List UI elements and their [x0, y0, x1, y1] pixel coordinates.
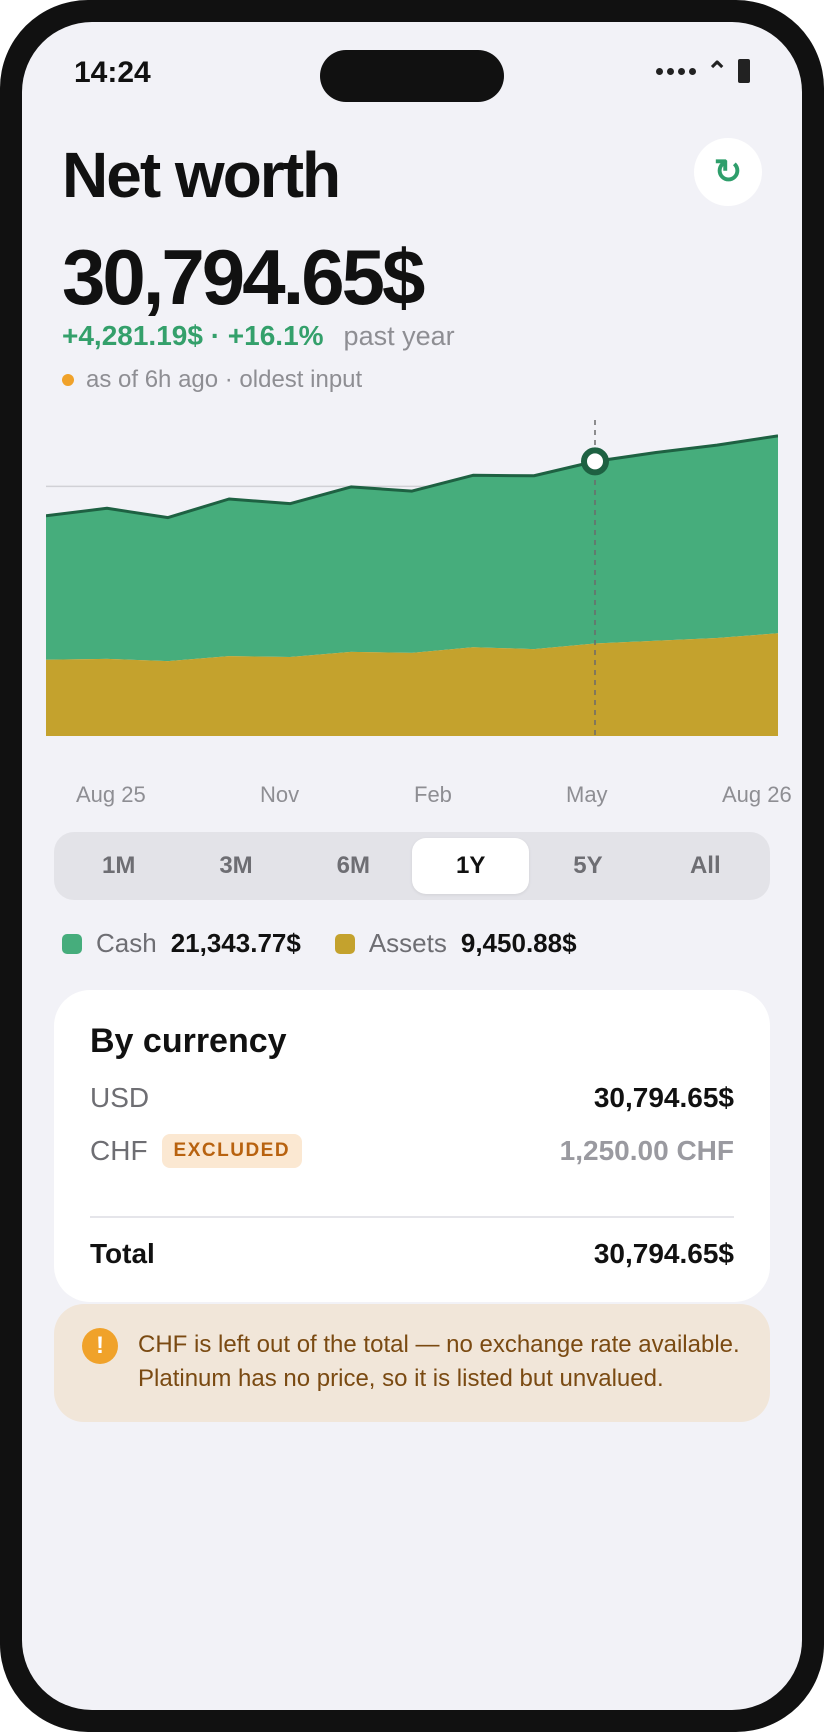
currency-value: 30,794.65$: [593, 1082, 734, 1113]
currency-code: CHF: [90, 1135, 148, 1166]
x-tick-label: Aug 25: [76, 782, 146, 807]
card-title: By currency: [90, 1022, 287, 1060]
range-option-3m[interactable]: 3M: [219, 852, 253, 879]
change-row: +4,281.19$ · +16.1% past year: [62, 320, 455, 352]
screen: 14:24 ⌃ Net worth ↻ 30,794.65$ +4,281.19…: [22, 22, 802, 1710]
x-tick-label: Aug 26: [722, 782, 792, 807]
x-tick-label: Nov: [260, 782, 300, 807]
warning-banner: ! CHF is left out of the total — no exch…: [54, 1304, 770, 1422]
legend-label: Cash: [96, 928, 157, 958]
net-worth-value: 30,794.65$: [62, 233, 425, 321]
change-amount: +4,281.19$ · +16.1%: [62, 320, 324, 351]
total-label: Total: [90, 1238, 155, 1269]
warning-text: CHF is left out of the total — no exchan…: [138, 1331, 740, 1392]
change-period: past year: [343, 321, 455, 351]
chart-legend: Cash 21,343.77$ Assets 9,450.88$: [62, 928, 611, 959]
dynamic-island: [320, 50, 504, 102]
status-time: 14:24: [74, 56, 151, 89]
time-range-selector: 1M 3M 6M 1Y 5Y All: [54, 832, 770, 900]
legend-swatch: [334, 933, 355, 954]
net-worth-chart[interactable]: [46, 420, 778, 736]
excluded-badge: EXCLUDED: [161, 1134, 303, 1168]
legend-label: Assets: [368, 928, 447, 958]
range-option-6m[interactable]: 6M: [336, 852, 370, 879]
range-option-1m[interactable]: 1M: [101, 852, 136, 879]
legend-item-assets: Assets 9,450.88$: [334, 928, 577, 959]
range-option-all[interactable]: All: [689, 852, 721, 879]
range-option-1y[interactable]: 1Y: [411, 838, 530, 894]
currency-row-chf: CHF EXCLUDED 1,250.00 CHF: [90, 1134, 734, 1168]
status-icons: ⌃: [656, 58, 750, 84]
total-line: [46, 434, 778, 520]
refresh-button[interactable]: ↻: [694, 138, 762, 206]
x-tick-label: May: [566, 782, 608, 807]
legend-item-cash: Cash 21,343.77$: [62, 928, 301, 959]
legend-swatch: [62, 933, 82, 954]
warning-icon: !: [82, 1328, 118, 1364]
x-tick-label: Feb: [414, 782, 452, 807]
by-currency-card: By currency USD 30,794.65$ CHF EXCLUDED …: [54, 990, 770, 1302]
battery-icon: [738, 59, 750, 83]
as-of-text: as of 6h ago · oldest input: [86, 366, 363, 393]
wifi-icon: ⌃: [706, 56, 728, 86]
currency-row-usd: USD 30,794.65$: [90, 1082, 734, 1114]
total-value: 30,794.65$: [593, 1238, 734, 1269]
cash-area: [46, 435, 778, 662]
legend-value: 9,450.88$: [460, 928, 577, 958]
legend-value: 21,343.77$: [170, 928, 301, 958]
currency-code: USD: [90, 1082, 150, 1113]
as-of-row: as of 6h ago · oldest input: [62, 366, 362, 394]
range-option-5y[interactable]: 5Y: [573, 852, 603, 879]
stale-indicator-dot: [62, 374, 74, 386]
page-title: Net worth: [62, 139, 341, 211]
chart-x-axis: Aug 25 Nov Feb May Aug 26: [46, 782, 794, 812]
selected-point-marker: [581, 447, 609, 476]
total-divider: [90, 1216, 734, 1218]
refresh-icon: ↻: [713, 153, 743, 191]
total-row: Total 30,794.65$: [90, 1238, 734, 1270]
signal-icon: [656, 67, 697, 75]
currency-value: 1,250.00 CHF: [559, 1135, 734, 1166]
